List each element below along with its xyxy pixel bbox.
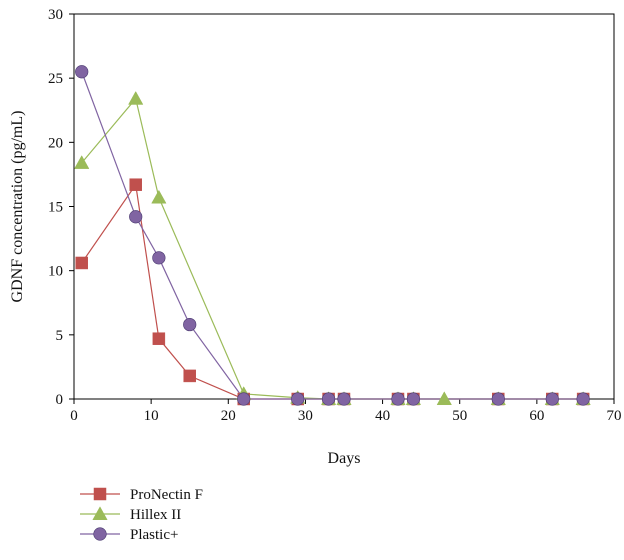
x-tick-label: 30 xyxy=(298,408,313,424)
data-point-plastic xyxy=(129,210,143,224)
y-tick-label: 10 xyxy=(48,264,63,280)
y-tick-label: 0 xyxy=(56,392,64,408)
x-tick-label: 70 xyxy=(607,408,622,424)
y-tick-label: 25 xyxy=(48,71,63,87)
legend-label-hillex-ii: Hillex II xyxy=(130,507,181,523)
data-point-plastic xyxy=(576,392,590,406)
y-tick-label: 15 xyxy=(48,200,63,216)
data-point-plastic xyxy=(75,65,89,79)
data-point-plastic xyxy=(291,392,305,406)
data-point-hillex-ii xyxy=(74,155,90,169)
data-point-plastic xyxy=(406,392,421,406)
y-tick-label: 30 xyxy=(48,7,63,23)
data-point-pronectin-f xyxy=(183,369,196,383)
axis-ticks: 0 10 20 30 40 50 60 70 0 5 10 15 20 25 30 xyxy=(48,7,622,424)
data-point-pronectin-f xyxy=(152,332,166,345)
data-point-hillex-ii xyxy=(128,90,144,105)
y-tick-label: 20 xyxy=(48,135,63,151)
x-tick-label: 40 xyxy=(375,408,390,424)
legend-label-pronectin-f: ProNectin F xyxy=(130,487,203,503)
x-axis-title: Days xyxy=(328,450,361,467)
series-line-plastic xyxy=(81,71,584,400)
data-point-plastic xyxy=(183,317,197,332)
data-point-plastic xyxy=(491,392,505,406)
data-point-pronectin-f xyxy=(75,256,88,270)
data-point-hillex-ii xyxy=(436,391,452,406)
legend-marker-pronectin-f xyxy=(93,487,107,501)
data-point-hillex-ii xyxy=(151,189,167,204)
legend-label-plastic: Plastic+ xyxy=(130,527,178,543)
legend-marker-plastic xyxy=(93,527,107,541)
x-tick-label: 60 xyxy=(529,408,544,424)
data-point-plastic xyxy=(237,392,251,406)
y-tick-label: 5 xyxy=(56,328,64,344)
x-tick-label: 50 xyxy=(452,408,467,424)
x-tick-label: 20 xyxy=(221,408,236,424)
series-markers xyxy=(74,65,591,406)
series-line-hillex-ii xyxy=(81,97,584,400)
legend: ProNectin F Hillex II Plastic+ xyxy=(80,487,203,543)
data-point-plastic xyxy=(337,392,351,406)
data-point-plastic xyxy=(152,251,166,265)
legend-marker-hillex-ii xyxy=(92,506,108,521)
data-point-plastic xyxy=(321,392,336,406)
series-lines xyxy=(81,71,584,400)
y-axis-title: GDNF concentration (pg/mL) xyxy=(9,111,26,303)
series-line-pronectin-f xyxy=(81,183,584,400)
data-point-plastic xyxy=(545,392,559,406)
x-tick-label: 0 xyxy=(70,408,78,424)
x-tick-label: 10 xyxy=(144,408,159,424)
data-point-plastic xyxy=(391,392,405,406)
data-point-pronectin-f xyxy=(129,178,142,191)
